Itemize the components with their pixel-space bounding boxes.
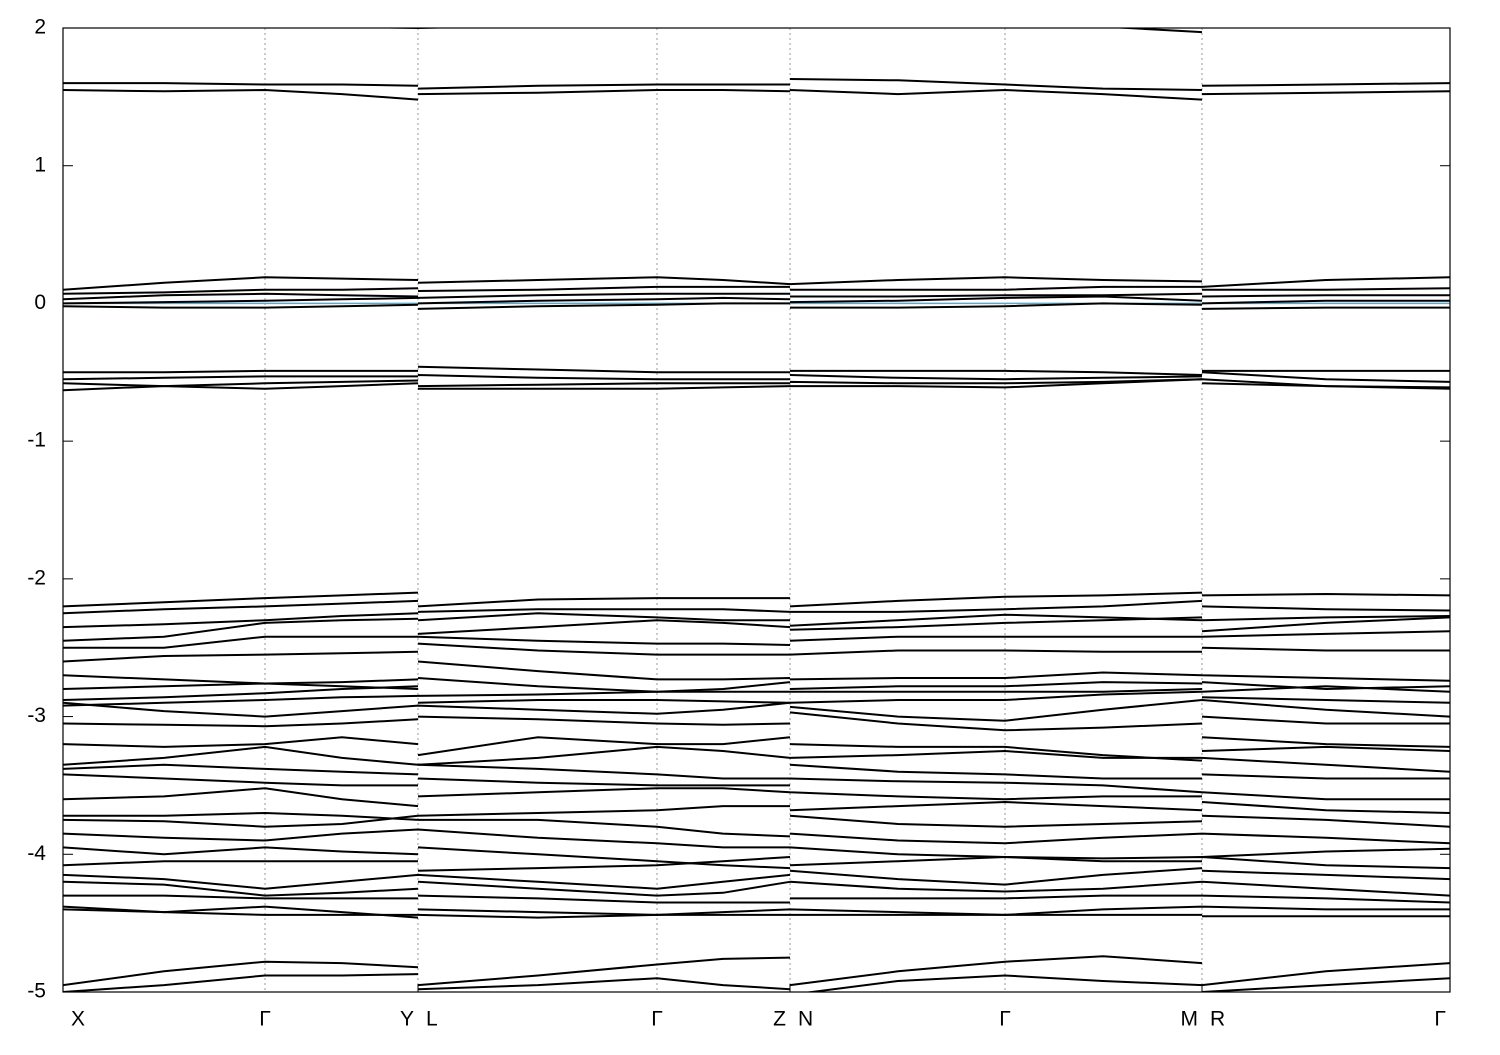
band-line [63, 302, 1450, 310]
y-tick-label: -1 [27, 429, 46, 452]
band-line [63, 814, 1450, 838]
y-tick-label: -3 [27, 704, 46, 727]
band-line [63, 685, 1450, 701]
band-line [63, 285, 1450, 295]
plot-frame [62, 27, 1451, 993]
band-line [63, 292, 1450, 301]
y-tick-label: -2 [27, 566, 46, 589]
x-tick-label: Γ [999, 1008, 1011, 1031]
band-line [63, 378, 1450, 390]
x-tick-label: Y [400, 1008, 414, 1031]
band-line [63, 690, 1450, 707]
band-line [63, 880, 1450, 897]
band-line [63, 88, 1450, 101]
y-tick-label: -4 [27, 842, 46, 865]
band-line [63, 295, 1450, 305]
band-line [63, 371, 1450, 383]
x-tick-label: N [798, 1008, 813, 1031]
band-line [63, 736, 1450, 762]
band-line [63, 955, 1450, 987]
band-line [63, 745, 1450, 766]
x-tick-label: R [1210, 1008, 1225, 1031]
band-line [63, 699, 1450, 722]
y-tick-label: -5 [27, 980, 46, 1003]
x-tick-label: Γ [259, 1008, 271, 1031]
band-line [63, 846, 1450, 870]
band-line [63, 855, 1450, 872]
band-line [63, 905, 1450, 919]
band-line [63, 378, 1450, 392]
y-tick-label: 2 [34, 16, 46, 39]
band-line [63, 642, 1450, 663]
band-line [63, 612, 1450, 629]
x-tick-label: Γ [651, 1008, 663, 1031]
plot-area [63, 28, 1450, 992]
band-line [63, 894, 1450, 904]
band-line [63, 867, 1450, 890]
band-line [63, 365, 1450, 376]
y-tick-label: 0 [34, 291, 46, 314]
x-tick-label: Z [773, 1008, 786, 1031]
band-line [63, 800, 1450, 821]
band-line [63, 78, 1450, 91]
x-tick-label: M [1181, 1008, 1199, 1031]
band-line [63, 630, 1450, 649]
band-line [63, 973, 1450, 992]
band-line [63, 616, 1450, 642]
x-tick-label: L [426, 1008, 438, 1031]
band-line [63, 756, 1450, 780]
band-line [63, 828, 1450, 849]
x-tick-label: X [71, 1008, 85, 1031]
band-line [63, 276, 1450, 291]
band-line [63, 773, 1450, 794]
band-line [63, 599, 1450, 615]
band-line [63, 591, 1450, 608]
y-tick-label: 1 [34, 153, 46, 176]
band-line [63, 711, 1450, 732]
x-tick-label: Γ [1434, 1008, 1446, 1031]
band-line [63, 787, 1450, 808]
